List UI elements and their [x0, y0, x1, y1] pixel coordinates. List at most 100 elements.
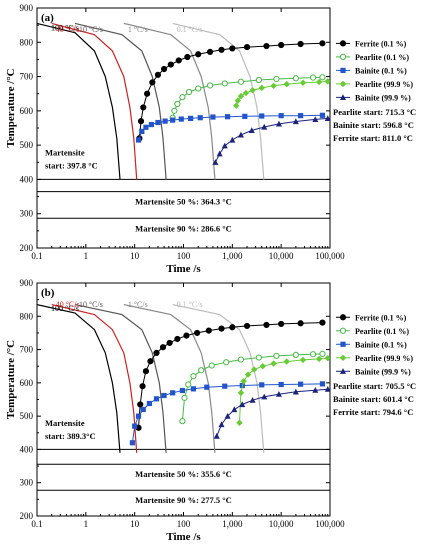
data-point — [283, 80, 290, 88]
x-tick-label: 1,000 — [222, 251, 243, 261]
data-point — [206, 82, 214, 89]
data-point — [340, 368, 346, 374]
data-point — [129, 440, 136, 446]
data-point — [162, 118, 168, 124]
chart-panel: 200 300 400 500 600 700 800 900 0.1 1 10 100 1,000 10… — [5, 3, 416, 275]
y-tick-label: 800 — [20, 37, 34, 47]
data-point — [174, 100, 181, 108]
y-tick-label: 700 — [20, 72, 34, 82]
transformation-series — [129, 319, 330, 446]
data-point — [292, 351, 299, 358]
data-point — [221, 80, 228, 87]
cooling-rate-label: 100 °C/s — [51, 24, 79, 33]
y-axis-label: Temperature /°C — [5, 340, 17, 419]
data-point — [233, 102, 240, 109]
start-temperature-annotation: Pearlite start: 705.5 °C — [333, 381, 416, 391]
martensite-line-label: Martensite 50 %: 355.6 °C — [135, 469, 232, 479]
x-tick-label: 0.1 — [31, 251, 42, 261]
x-tick-label: 1 — [84, 251, 89, 261]
y-tick-label: 200 — [20, 243, 34, 253]
start-temperature-annotation: Ferrite start: 811.0 °C — [333, 133, 413, 143]
data-point — [142, 368, 150, 375]
x-tick-label: 0.1 — [31, 519, 42, 529]
legend-label: Pearlite (99.9 %) — [355, 354, 413, 363]
x-tick-label: 100 — [177, 519, 191, 529]
x-tick-label: 10 — [130, 519, 140, 529]
data-point — [218, 421, 225, 428]
legend-entry: Bainite (99.9 %) — [336, 93, 411, 102]
data-point — [292, 118, 299, 125]
data-point — [339, 80, 347, 88]
cooling-rate-label: 40 °C/s — [56, 25, 80, 34]
cooling-rate-label: 1 °C/s — [128, 25, 148, 34]
data-point — [170, 117, 176, 123]
data-point — [243, 322, 251, 330]
data-point — [242, 89, 250, 97]
y-tick-label: 900 — [20, 278, 34, 288]
data-point — [292, 388, 299, 395]
data-point — [198, 367, 205, 374]
data-point — [237, 78, 245, 85]
cooling-curve — [37, 22, 121, 180]
cooling-curve — [123, 304, 216, 453]
x-tick-label: 100,000 — [315, 251, 345, 261]
data-point — [229, 136, 236, 143]
data-point — [195, 85, 202, 92]
data-point — [319, 112, 326, 118]
data-point — [218, 325, 225, 332]
cooling-rate-label: 10 °C/s — [79, 300, 103, 309]
legend-label: Pearlite (0.1 %) — [355, 53, 409, 62]
data-point — [244, 371, 252, 378]
cooling-curve — [51, 22, 138, 180]
legend-label: Bainite (0.1 %) — [355, 66, 407, 75]
data-point — [278, 113, 284, 119]
cooling-curve — [51, 304, 138, 453]
cooling-curves — [37, 304, 265, 453]
data-point — [299, 79, 307, 86]
data-point — [263, 42, 270, 50]
data-point — [324, 355, 330, 362]
data-point — [255, 76, 263, 84]
y-tick-label: 400 — [20, 174, 34, 184]
legend-entry: Pearlite (99.9 %) — [336, 354, 413, 363]
data-point — [324, 78, 330, 85]
cooling-curve — [172, 304, 265, 453]
data-point — [234, 97, 242, 104]
x-tick-label: 1 — [84, 519, 89, 529]
data-point — [221, 142, 228, 149]
legend-label: Ferrite (0.1 %) — [355, 39, 407, 48]
y-tick-label: 400 — [20, 444, 34, 454]
data-point — [166, 339, 173, 347]
data-point — [212, 159, 219, 165]
cooling-curve — [74, 22, 167, 180]
cooling-rate-label: 0.1 °C/s — [177, 25, 203, 34]
data-point — [148, 121, 154, 128]
y-tick-label: 700 — [20, 345, 34, 355]
data-point — [319, 350, 326, 357]
data-point — [174, 335, 181, 343]
data-point — [250, 366, 258, 373]
data-point — [160, 65, 168, 73]
data-point — [237, 356, 245, 363]
data-point — [179, 387, 186, 394]
series-line — [235, 80, 328, 106]
legend-label: Bainite (0.1 %) — [355, 340, 407, 349]
legend-entry: Bainite (99.9 %) — [336, 367, 411, 376]
data-point — [167, 61, 174, 68]
data-point — [185, 88, 193, 96]
legend-entry: Pearlite (0.1 %) — [336, 53, 409, 62]
legend-entry: Bainite (0.1 %) — [336, 66, 407, 75]
data-point — [206, 48, 214, 55]
data-point — [248, 127, 255, 133]
data-point — [340, 94, 346, 100]
legend-entry: Pearlite (0.1 %) — [336, 327, 409, 336]
data-point — [135, 413, 142, 419]
data-point — [297, 320, 304, 327]
data-point — [319, 319, 326, 326]
data-point — [258, 84, 265, 92]
data-point — [237, 389, 245, 397]
data-point — [190, 386, 197, 392]
data-point — [319, 74, 326, 81]
legend-label: Ferrite (0.1 %) — [355, 313, 407, 322]
